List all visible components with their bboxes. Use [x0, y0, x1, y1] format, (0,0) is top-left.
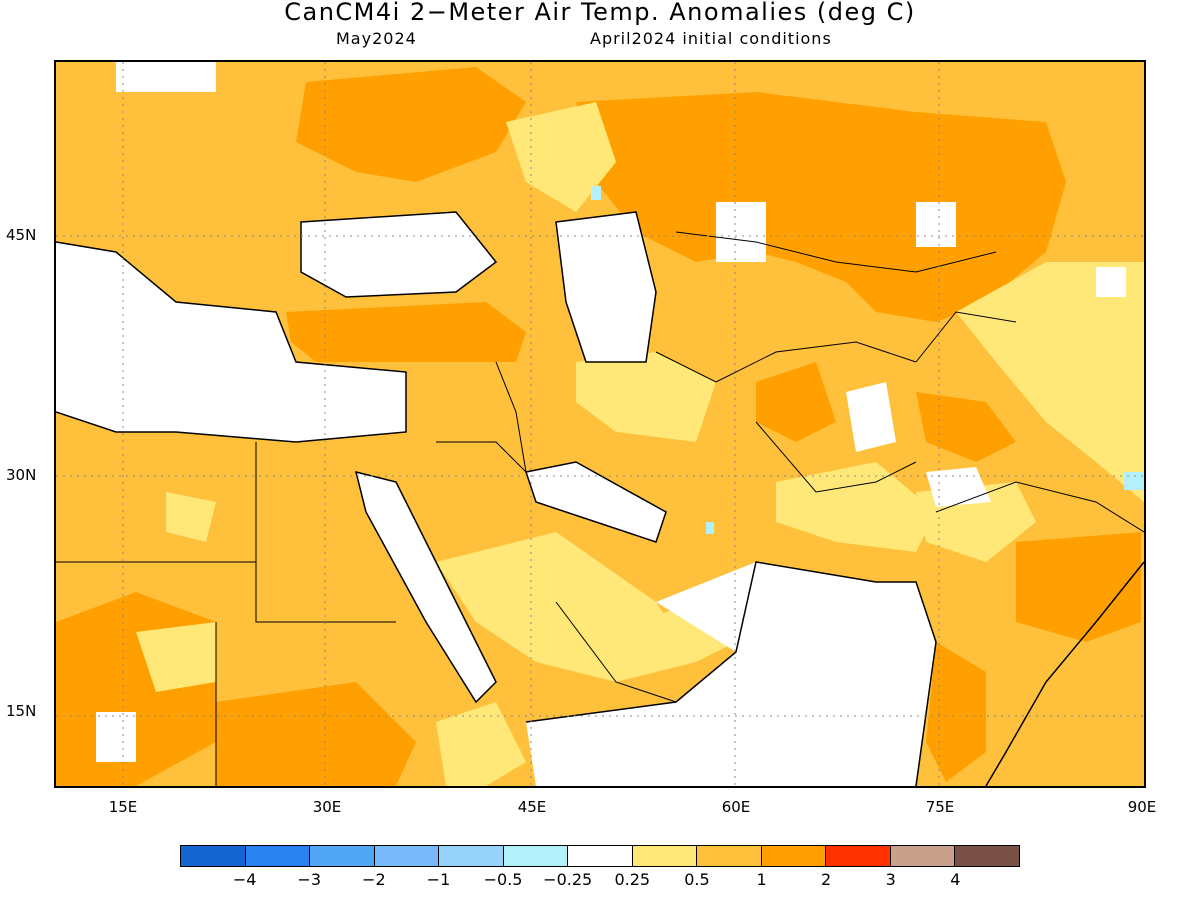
anomaly-region-africa-south: [216, 682, 416, 786]
anomaly-region-tibet: [956, 262, 1144, 502]
initial-conditions: April2024 initial conditions: [590, 29, 832, 48]
colorbar-swatch: [439, 846, 504, 866]
lat-label-15n: 15N: [6, 702, 37, 720]
white-patch-africa: [96, 712, 136, 762]
colorbar-swatch: [955, 846, 1019, 866]
anomaly-region-europe: [296, 67, 526, 182]
mediterranean-sea: [56, 242, 406, 442]
coastline-caspian: [555, 211, 657, 363]
anomaly-map: [54, 60, 1146, 788]
coastline-arabian-sea: [525, 561, 937, 786]
anomaly-region-kazakhstan: [576, 92, 1066, 322]
coastline-india-east: [985, 561, 1144, 786]
colorbar-swatch: [890, 846, 956, 866]
lat-label-45n: 45N: [6, 226, 37, 244]
caspian-sea: [556, 212, 656, 362]
lon-label-15e: 15E: [108, 798, 138, 816]
colorbar-tick-label: −0.25: [543, 870, 593, 889]
colorbar-swatch: [181, 846, 246, 866]
anomaly-region-pakistan: [756, 362, 836, 442]
colorbar-tick-label: −1: [426, 870, 451, 889]
anomaly-region-india: [1016, 532, 1141, 642]
colorbar-tick-label: −2: [362, 870, 386, 889]
white-patch-balkhash: [916, 202, 956, 247]
colorbar-tick-label: 0.25: [614, 870, 651, 889]
persian-gulf: [526, 462, 666, 542]
colorbar-swatch: [568, 846, 633, 866]
arabian-sea: [526, 562, 936, 786]
anomaly-region-caspian-north: [506, 102, 616, 212]
anomaly-region-sudan: [136, 622, 216, 692]
white-patch-pakistan: [846, 382, 896, 452]
anomaly-patch-light-blue-caspian: [591, 186, 601, 200]
anomaly-region-indian-south: [926, 642, 986, 782]
anomaly-patch-light-blue-gulf: [706, 522, 714, 534]
anomaly-region-arabia: [436, 532, 696, 682]
coastline-black-sea: [300, 211, 498, 298]
lon-label-45e: 45E: [517, 798, 547, 816]
anomaly-region-turkey: [286, 302, 526, 362]
colorbar-swatch: [374, 846, 440, 866]
colorbar-swatch: [245, 846, 311, 866]
anomaly-patch-light-blue-tibet: [1124, 472, 1144, 490]
map-title: CanCM4i 2−Meter Air Temp. Anomalies (deg…: [284, 0, 916, 26]
red-sea: [356, 472, 496, 702]
white-patch-aral: [716, 202, 766, 262]
anomaly-region-indus: [776, 462, 936, 552]
white-patch-taklimakan: [1096, 267, 1126, 297]
colorbar-tick-label: 4: [950, 870, 961, 889]
colorbar-swatch: [503, 846, 569, 866]
lon-label-60e: 60E: [721, 798, 751, 816]
lat-label-30n: 30N: [6, 466, 37, 484]
anomaly-region-kashmir: [916, 392, 1016, 462]
anomaly-region-libya: [166, 492, 216, 542]
black-sea: [301, 212, 496, 297]
colorbar-tick-label: 3: [885, 870, 896, 889]
colorbar-tick-label: 0.5: [684, 870, 710, 889]
graticule: [56, 62, 1144, 786]
anomaly-region-horn: [436, 702, 526, 786]
colorbar-tick-label: 2: [821, 870, 832, 889]
country-borders: [56, 231, 1144, 786]
anomaly-region-iran: [576, 352, 716, 442]
colorbar-swatch: [632, 846, 698, 866]
lon-label-30e: 30E: [312, 798, 342, 816]
lon-label-90e: 90E: [1127, 798, 1157, 816]
colorbar-tick-label: −4: [232, 870, 257, 889]
lon-label-75e: 75E: [925, 798, 955, 816]
colorbar-tick-label: −3: [297, 870, 322, 889]
colorbar-tick-label: 1: [756, 870, 767, 889]
coastline-persian-gulf: [525, 461, 667, 543]
forecast-month: May2024: [336, 29, 417, 48]
colorbar-swatch: [761, 846, 827, 866]
map-canvas: [56, 62, 1144, 786]
coastline-red-sea: [354, 470, 497, 704]
colorbar-swatch: [697, 846, 762, 866]
colorbar-swatch: [826, 846, 891, 866]
colorbar: [180, 845, 1020, 867]
colorbar-swatch: [310, 846, 375, 866]
europe-north-patches: [116, 62, 216, 92]
coastlines: [56, 211, 1144, 786]
colorbar-tick-label: −0.5: [483, 870, 523, 889]
coastline-mediterranean: [56, 241, 407, 443]
